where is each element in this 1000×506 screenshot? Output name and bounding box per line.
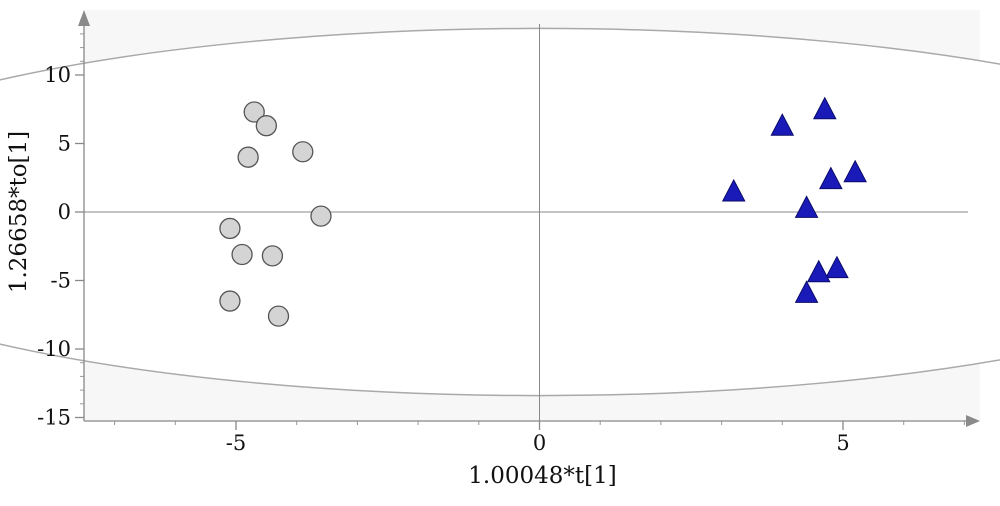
triangle-point — [819, 166, 843, 190]
y-tick-labels: -15 -10 -5 0 5 10 — [37, 63, 71, 430]
y-axis-title: 1.26658*to[1] — [6, 131, 32, 293]
y-axis-arrow — [78, 10, 90, 26]
circle-point — [267, 305, 290, 327]
circle-point — [237, 146, 259, 168]
y-tick-label: -5 — [51, 269, 71, 293]
y-tick-label: 5 — [58, 132, 71, 156]
circle-point — [255, 115, 278, 137]
triangle-point — [794, 280, 819, 303]
triangle-point — [806, 259, 831, 283]
circle-point — [231, 243, 253, 266]
triangle-point — [825, 255, 849, 279]
y-tick-label: 0 — [58, 200, 71, 224]
triangle-point — [721, 178, 746, 202]
circle-point — [292, 141, 314, 163]
triangle-point — [794, 195, 819, 218]
circle-point — [219, 217, 241, 240]
x-tick-label: 0 — [533, 431, 546, 455]
data-points — [219, 96, 867, 327]
triangle-point — [770, 113, 795, 136]
circle-point — [310, 205, 332, 227]
x-tick-label: -5 — [226, 431, 246, 455]
triangle-point — [843, 159, 867, 183]
circle-point — [243, 101, 265, 123]
circle-point — [261, 245, 284, 267]
major-ticks — [75, 74, 844, 430]
y-tick-label: 10 — [44, 63, 71, 87]
y-tick-label: -15 — [37, 406, 71, 430]
triangle-point — [812, 96, 837, 120]
x-axis-title: 1.00048*t[1] — [468, 463, 616, 489]
y-tick-label: -10 — [37, 337, 71, 361]
x-axis-arrow — [966, 415, 980, 427]
circle-point — [219, 290, 241, 312]
x-tick-label: 5 — [836, 431, 849, 455]
